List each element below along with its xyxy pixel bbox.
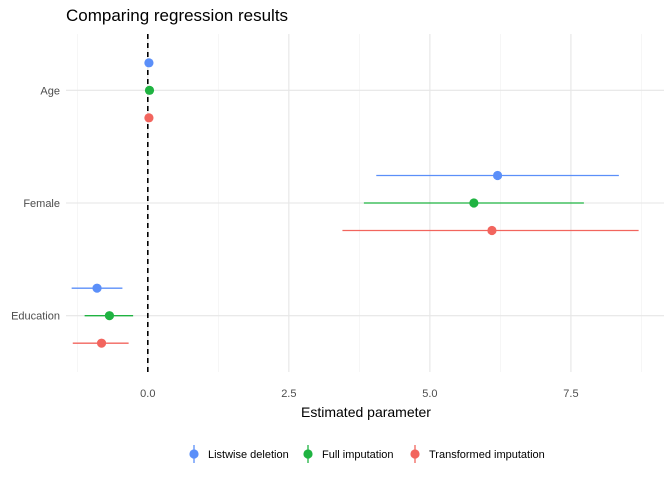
x-tick-label: 2.5 — [281, 388, 296, 400]
y-category-label: Age — [40, 85, 60, 97]
x-axis-title: Estimated parameter — [301, 404, 431, 420]
x-tick-label: 5.0 — [422, 388, 437, 400]
legend-key-point — [189, 449, 199, 459]
estimate-point — [96, 338, 107, 348]
estimate-point — [144, 58, 154, 68]
estimate-point — [144, 85, 155, 95]
estimate-point — [487, 225, 497, 236]
legend-key-point — [410, 449, 420, 459]
legend-key-point — [303, 449, 313, 459]
legend-label: Transformed imputation — [429, 449, 545, 461]
legend-item: Full imputation — [303, 445, 394, 463]
x-tick-label: 7.5 — [563, 388, 578, 400]
legend-label: Listwise deletion — [208, 449, 289, 461]
estimate-point — [492, 170, 503, 181]
estimate-point — [469, 198, 479, 208]
marks-layer — [71, 58, 639, 348]
legend-item: Listwise deletion — [189, 445, 289, 463]
axis-layer: 0.0 2.5 5.0 7.5 Age Female Education — [11, 85, 579, 400]
x-tick-label: 0.0 — [140, 388, 155, 400]
estimate-point — [144, 113, 154, 123]
estimate-point — [104, 311, 115, 321]
chart-title: Comparing regression results — [66, 6, 288, 25]
legend-item: Transformed imputation — [410, 445, 545, 463]
estimate-point — [92, 283, 102, 293]
y-category-label: Education — [11, 311, 60, 323]
legend: Listwise deletion Full imputation Transfor… — [189, 445, 545, 463]
legend-label: Full imputation — [322, 449, 394, 461]
y-category-label: Female — [23, 198, 60, 210]
